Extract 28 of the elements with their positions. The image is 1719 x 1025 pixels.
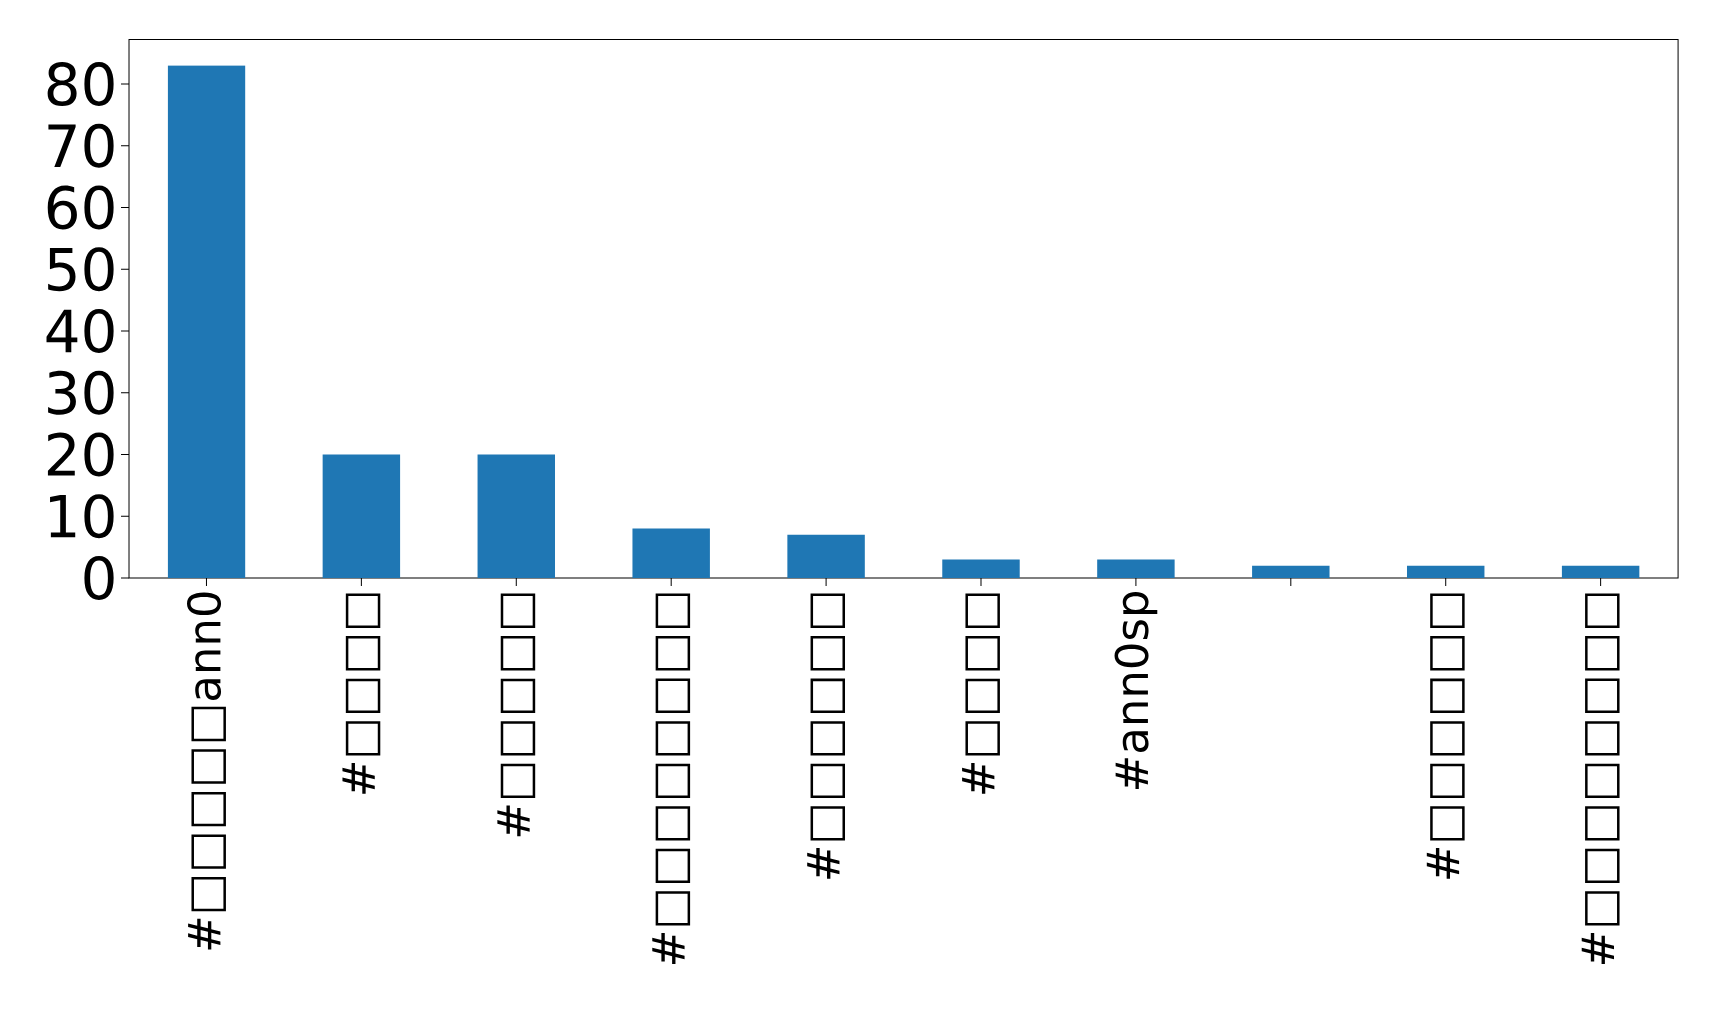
bar bbox=[1406, 565, 1485, 578]
y-tick-label: 70 bbox=[48, 123, 114, 168]
x-tick-label: #□□□□□□ bbox=[807, 593, 846, 879]
x-tick-label: #□□□□ bbox=[962, 593, 1000, 794]
y-tick-label: 20 bbox=[47, 432, 114, 477]
y-tick-label: 40 bbox=[46, 309, 114, 353]
y-tick-label: 10 bbox=[50, 494, 114, 539]
y-tick-label: 80 bbox=[47, 62, 114, 106]
bar bbox=[787, 534, 865, 578]
x-tick-label: #□□□□ bbox=[342, 593, 381, 794]
x-tick-label: #□□□□□□□□ bbox=[652, 593, 691, 964]
bar bbox=[632, 528, 710, 578]
bar bbox=[1561, 565, 1640, 578]
x-tick-label: #□□□□□□□□ bbox=[1581, 593, 1620, 964]
bar bbox=[1097, 559, 1175, 578]
y-tick-label: 50 bbox=[48, 247, 114, 292]
bar bbox=[167, 65, 246, 578]
y-tick-label: 0 bbox=[84, 556, 114, 600]
x-tick-label: #□□□□□ bbox=[497, 593, 536, 837]
x-tick-label: #ann0sp bbox=[1114, 591, 1158, 790]
y-tick-label: 60 bbox=[47, 185, 114, 230]
x-tick-label: #□□□□□ann0 bbox=[187, 592, 226, 950]
bar bbox=[477, 454, 556, 578]
bar bbox=[322, 454, 401, 578]
bar bbox=[1252, 565, 1330, 578]
y-tick-label: 30 bbox=[48, 370, 114, 415]
x-tick-label: #□□□□□□ bbox=[1426, 593, 1465, 879]
bar bbox=[942, 559, 1020, 578]
